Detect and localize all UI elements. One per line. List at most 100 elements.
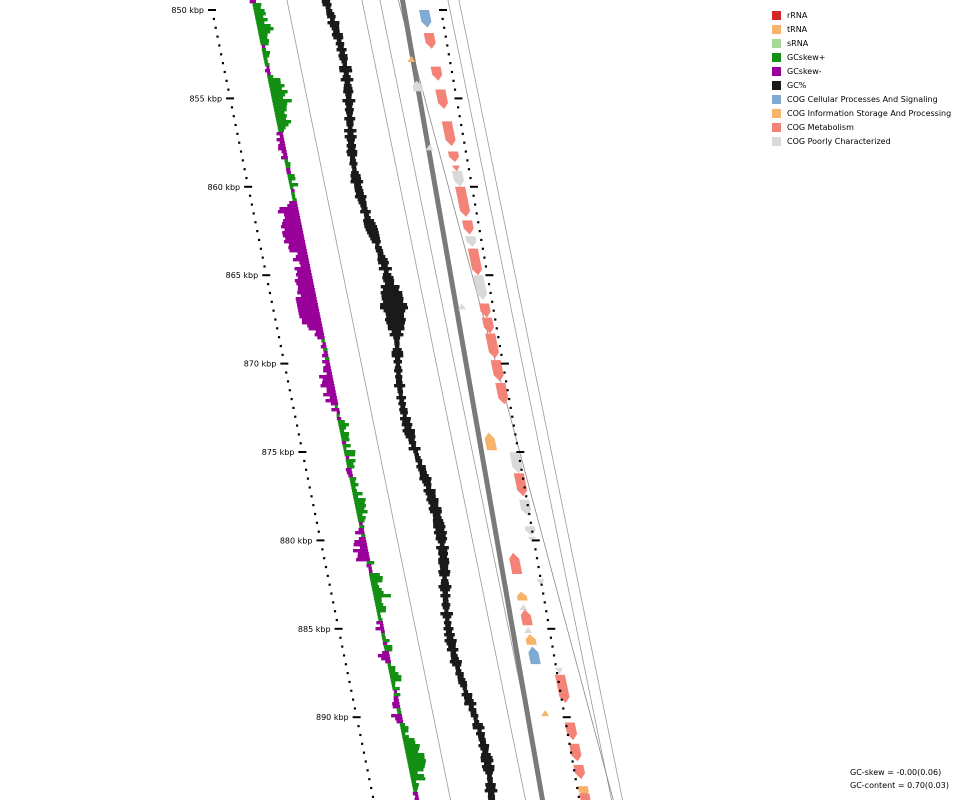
gene-feature bbox=[569, 743, 582, 762]
gc-content-bar bbox=[470, 714, 479, 718]
outer-minor-tick bbox=[480, 238, 483, 242]
gc-skew-bar bbox=[341, 441, 347, 445]
legend-item: sRNA bbox=[772, 36, 951, 50]
gc-skew-bar bbox=[286, 171, 291, 175]
gc-content-bar bbox=[438, 552, 449, 556]
gc-skew-bar bbox=[355, 507, 365, 511]
gc-content-bar bbox=[402, 414, 407, 418]
gc-skew-bar bbox=[255, 18, 268, 22]
legend-label: rRNA bbox=[787, 10, 808, 20]
gc-content-bar bbox=[440, 582, 449, 586]
gc-content-bar bbox=[443, 627, 454, 631]
gc-skew-bar bbox=[406, 756, 425, 760]
gene-feature bbox=[462, 220, 474, 235]
gc-content-bar bbox=[396, 396, 407, 400]
gc-skew-bar bbox=[287, 174, 295, 178]
gc-skew-bar bbox=[297, 252, 308, 256]
gc-content-bar bbox=[360, 204, 367, 208]
gc-content-bar bbox=[397, 387, 403, 391]
gc-skew-bar bbox=[358, 537, 366, 541]
gc-content-bar bbox=[370, 237, 381, 241]
gc-skew-bar bbox=[356, 510, 368, 514]
gc-skew-bar bbox=[381, 657, 391, 661]
minor-tick bbox=[335, 618, 338, 622]
gc-skew-bar bbox=[339, 429, 345, 433]
gc-content-bar bbox=[428, 507, 442, 511]
gc-content-bar bbox=[487, 780, 493, 784]
gc-skew-bar bbox=[289, 183, 299, 187]
gc-skew-bar bbox=[382, 642, 388, 646]
gene-feature bbox=[484, 432, 498, 451]
gc-skew-bar bbox=[270, 93, 286, 97]
gc-content-bar bbox=[346, 114, 353, 118]
gc-skew-bar bbox=[292, 198, 297, 202]
gc-content-bar bbox=[351, 171, 359, 175]
gc-content-bar bbox=[391, 351, 404, 355]
gc-content-bar bbox=[342, 75, 351, 79]
outer-minor-tick bbox=[452, 79, 455, 82]
gc-skew-bar bbox=[370, 582, 378, 586]
outer-minor-tick bbox=[500, 353, 503, 356]
gc-content-bar bbox=[478, 744, 490, 748]
gc-content-bar bbox=[352, 168, 357, 172]
gc-content-bar bbox=[433, 522, 445, 526]
gc-content-bar bbox=[400, 411, 408, 415]
gc-skew-bar bbox=[281, 150, 287, 154]
gc-content-bar bbox=[343, 84, 352, 88]
gc-skew-bar bbox=[350, 483, 359, 487]
gc-content-bar bbox=[377, 255, 386, 259]
outer-minor-tick bbox=[503, 371, 506, 374]
gc-skew-bar bbox=[391, 714, 402, 718]
outer-minor-tick bbox=[520, 468, 523, 471]
gc-content-bar bbox=[371, 240, 381, 244]
gc-content-bar bbox=[380, 306, 409, 310]
outer-minor-tick bbox=[571, 760, 574, 763]
gc-skew-bar bbox=[282, 231, 304, 235]
gc-skew-bar bbox=[255, 15, 264, 19]
gc-skew-bar bbox=[352, 492, 363, 496]
gc-content-bar bbox=[438, 585, 452, 589]
gc-skew-bar bbox=[253, 9, 265, 13]
genome-backbone bbox=[399, 0, 546, 800]
gene-feature bbox=[455, 186, 471, 217]
gc-skew-bar bbox=[280, 225, 302, 229]
gc-content-bar bbox=[445, 618, 450, 622]
gc-skew-bar bbox=[375, 627, 385, 631]
gc-skew-bar bbox=[355, 504, 367, 508]
gc-content-bar bbox=[395, 378, 403, 382]
gc-content-bar bbox=[432, 513, 441, 517]
gc-content-bar bbox=[428, 501, 439, 505]
gc-skew-bar bbox=[281, 156, 288, 160]
gc-content-bar bbox=[365, 228, 379, 232]
gc-skew-bar bbox=[361, 534, 366, 538]
gc-skew-bar bbox=[284, 213, 300, 217]
outer-minor-tick bbox=[576, 786, 579, 790]
gc-content-bar bbox=[481, 765, 495, 769]
gc-content-bar bbox=[344, 135, 357, 139]
gc-content-bar bbox=[461, 693, 473, 697]
gc-skew-bar bbox=[412, 792, 418, 796]
gc-skew-bar bbox=[412, 786, 419, 790]
gc-skew-bar bbox=[276, 132, 283, 136]
gc-skew-bar bbox=[323, 393, 337, 397]
gene-feature bbox=[451, 165, 460, 172]
gc-skew-bar bbox=[348, 474, 353, 478]
gc-skew-bar bbox=[371, 585, 380, 589]
minor-tick bbox=[328, 583, 331, 586]
outer-minor-tick bbox=[478, 230, 481, 233]
gene-feature bbox=[435, 89, 449, 110]
gc-skew-bar bbox=[382, 636, 386, 640]
minor-tick bbox=[223, 70, 226, 74]
gc-content-bar bbox=[322, 3, 332, 7]
outer-minor-tick bbox=[498, 344, 501, 348]
gc-skew-bar bbox=[264, 60, 268, 64]
gc-skew-bar bbox=[392, 705, 401, 709]
gc-skew-bar bbox=[400, 726, 409, 730]
gc-skew-bar bbox=[353, 543, 367, 547]
gc-skew-bar bbox=[353, 549, 369, 553]
gc-skew-bar bbox=[254, 12, 266, 16]
minor-tick bbox=[239, 150, 243, 153]
minor-tick bbox=[290, 397, 293, 401]
gc-skew-bar bbox=[252, 3, 262, 7]
legend-swatch bbox=[772, 80, 781, 90]
